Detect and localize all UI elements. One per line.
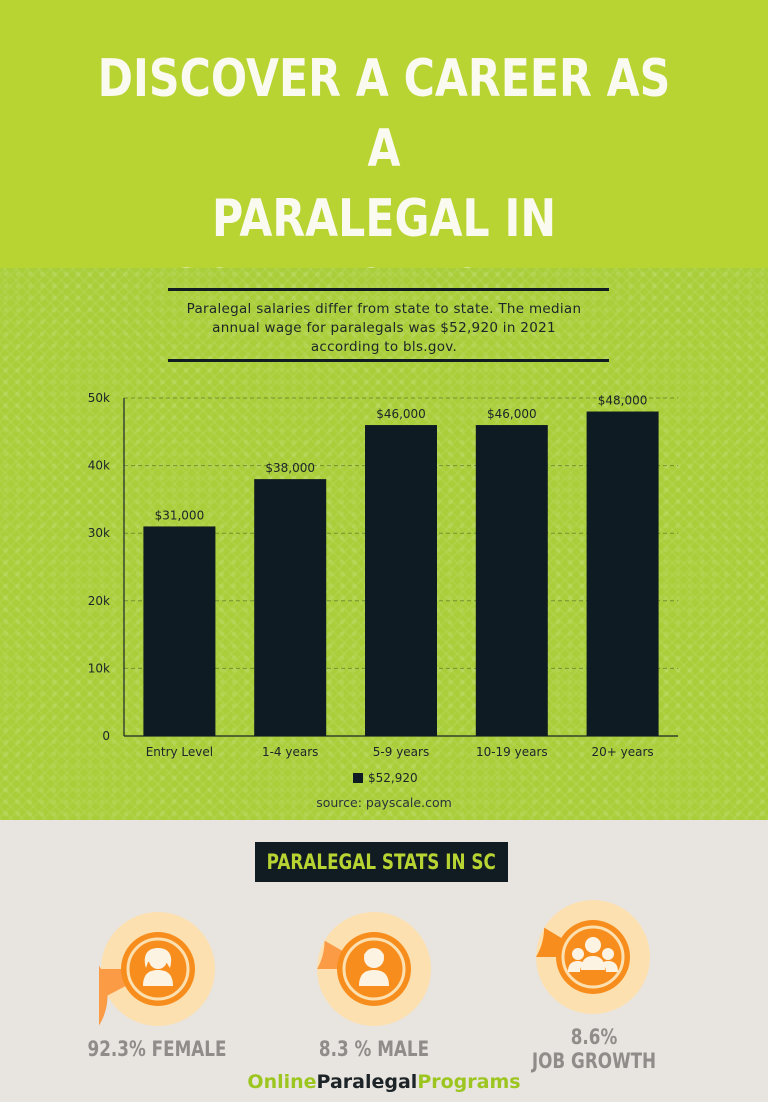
stats-title: PARALEGAL STATS IN SC — [266, 850, 497, 874]
male-stat-donut — [317, 912, 431, 1026]
logo-word-paralegal: Paralegal — [316, 1071, 418, 1093]
x-tick-label: 10-19 years — [476, 745, 548, 759]
x-tick-label: 5-9 years — [373, 745, 429, 759]
x-tick-label: Entry Level — [146, 745, 213, 759]
bar — [143, 526, 216, 736]
group-people-icon — [568, 937, 618, 972]
bar-data-label: $38,000 — [265, 461, 315, 475]
badge-ring — [126, 937, 190, 1001]
stats-title-box: PARALEGAL STATS IN SC — [255, 842, 508, 882]
donut-segment — [99, 965, 158, 1026]
footer-logo[interactable]: OnlineParalegalPrograms — [234, 1071, 534, 1093]
badge-ring — [561, 925, 625, 989]
male-stat-label: 8.3 % MALE — [318, 1037, 430, 1061]
chart-source: source: payscale.com — [316, 795, 452, 810]
y-tick-label: 40k — [88, 459, 110, 473]
y-tick-label: 30k — [88, 526, 110, 540]
bar-data-label: $46,000 — [487, 407, 537, 421]
male-icon-badge — [337, 932, 411, 1006]
logo-word-online: Online — [247, 1071, 317, 1093]
y-tick-label: 50k — [88, 391, 110, 405]
female-person-icon — [143, 948, 173, 986]
y-tick-label: 20k — [88, 594, 110, 608]
bar-data-label: $46,000 — [376, 407, 426, 421]
female-stat-label: 92.3% FEMALE — [87, 1037, 227, 1061]
job-growth-stat-donut — [536, 900, 650, 1014]
male-person-icon — [359, 948, 389, 986]
bar — [254, 479, 327, 736]
badge-ring — [342, 937, 406, 1001]
x-tick-label: 1-4 years — [262, 745, 318, 759]
female-stat-donut — [99, 912, 215, 1026]
intro-bottom-rule — [168, 359, 609, 362]
bar-data-label: $31,000 — [155, 508, 205, 522]
logo-word-programs: Programs — [417, 1071, 521, 1093]
y-tick-label: 0 — [102, 729, 110, 743]
bar — [586, 411, 659, 736]
intro-text: Paralegal salaries differ from state to … — [186, 301, 582, 355]
bar-data-label: $48,000 — [598, 394, 648, 408]
legend-label: $52,920 — [368, 771, 418, 785]
y-tick-label: 10k — [88, 661, 110, 675]
job-growth-stat-label: 8.6% JOB GROWTH — [531, 1025, 657, 1073]
x-tick-label: 20+ years — [592, 745, 654, 759]
bar — [475, 425, 548, 736]
bar — [365, 425, 437, 736]
salary-bar-chart: 0 10k 20k 30k 40k 50k $31,000 Entry Level $38,00… — [88, 391, 678, 785]
legend-swatch — [353, 773, 363, 783]
intro-top-rule — [168, 288, 609, 291]
